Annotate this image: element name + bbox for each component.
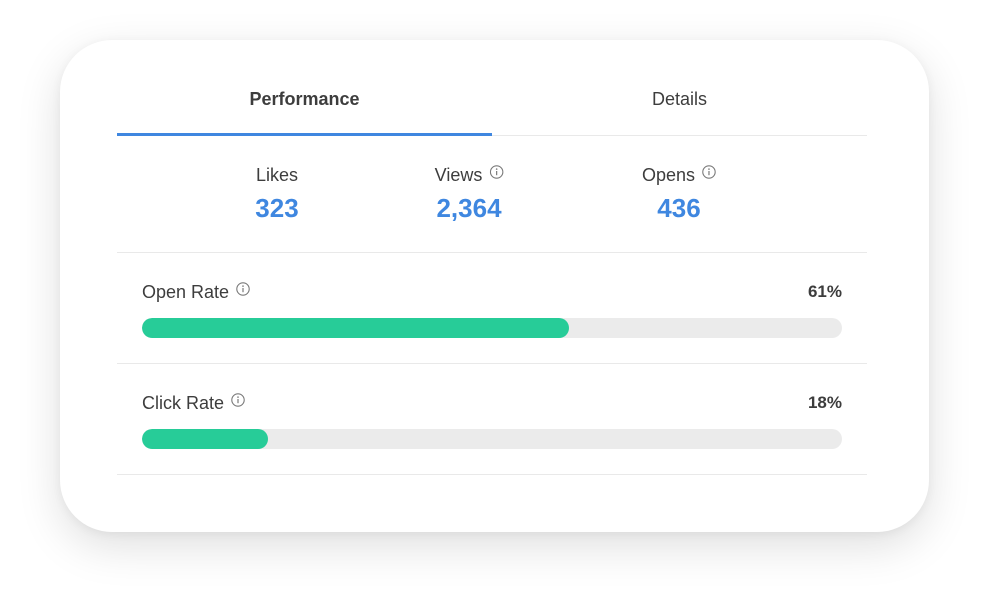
click-rate-header: Click Rate 18% <box>142 392 842 414</box>
performance-card: Performance Details Likes 323 Views <box>60 40 929 532</box>
info-icon[interactable] <box>489 165 504 179</box>
open-rate-label-row: Open Rate <box>142 282 250 303</box>
card-content: Performance Details Likes 323 Views <box>117 40 867 475</box>
stat-opens-value: 436 <box>657 193 701 223</box>
stat-likes-label: Likes <box>255 164 299 185</box>
click-rate-row: Click Rate 18% <box>117 364 867 475</box>
stat-likes: Likes 323 <box>255 164 299 224</box>
stat-likes-value: 323 <box>255 193 299 223</box>
info-icon[interactable] <box>231 393 245 407</box>
info-icon[interactable] <box>702 165 716 179</box>
click-rate-label: Click Rate <box>142 392 225 413</box>
stat-opens-label: Opens <box>641 164 696 185</box>
open-rate-progress-fill <box>142 318 569 338</box>
open-rate-row: Open Rate 61% <box>117 253 867 364</box>
stat-opens-label-row: Opens <box>642 164 716 186</box>
open-rate-label: Open Rate <box>142 281 230 302</box>
stats-row: Likes 323 Views 2,364 <box>117 136 867 253</box>
stat-opens: Opens 436 <box>642 164 716 223</box>
click-rate-label-row: Click Rate <box>142 393 245 414</box>
stat-views: Views 2,364 <box>435 164 504 223</box>
stat-views-label-row: Views <box>435 164 504 186</box>
click-rate-progress-fill <box>142 429 268 449</box>
open-rate-header: Open Rate 61% <box>142 281 842 303</box>
click-rate-progress-track <box>142 429 842 449</box>
info-icon[interactable] <box>236 282 250 296</box>
stat-likes-label-row: Likes <box>255 164 298 186</box>
click-rate-value: 18% <box>807 393 842 412</box>
tab-bar: Performance Details <box>117 40 867 136</box>
stat-views-value: 2,364 <box>436 193 502 223</box>
open-rate-value: 61% <box>807 282 842 301</box>
tab-details[interactable]: Details <box>651 89 708 109</box>
stat-views-label: Views <box>434 164 483 185</box>
open-rate-progress-track <box>142 318 842 338</box>
tab-performance[interactable]: Performance <box>117 40 492 136</box>
